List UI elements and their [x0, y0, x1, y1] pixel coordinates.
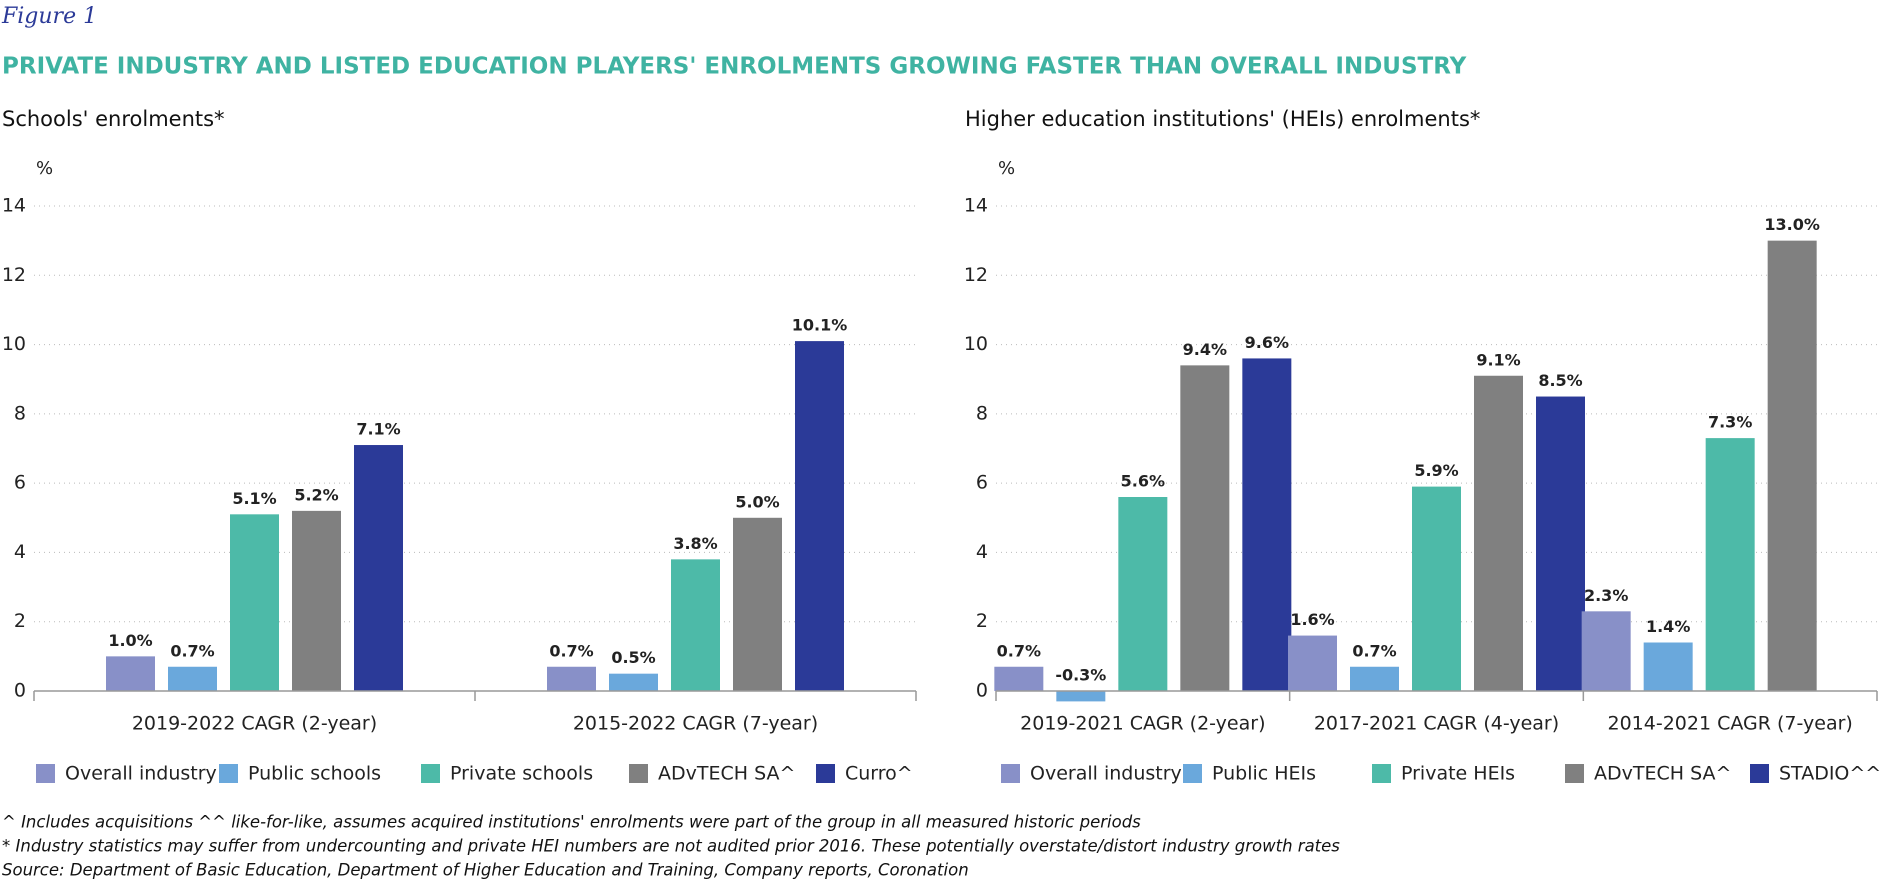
bar [1412, 486, 1461, 691]
legend-swatch [1750, 764, 1769, 783]
data-label: 9.6% [1245, 333, 1289, 352]
y-tick-label: 12 [2, 264, 26, 286]
data-label: 2.3% [1584, 586, 1628, 605]
y-axis-unit: % [36, 158, 53, 179]
y-tick-label: 0 [14, 680, 26, 702]
bar [1536, 396, 1585, 691]
y-tick-label: 12 [964, 264, 988, 286]
y-tick-label: 4 [14, 541, 26, 563]
bar [994, 666, 1044, 691]
bar [733, 517, 782, 691]
data-label: 0.7% [549, 641, 593, 660]
x-tick-label: 2014-2021 CAGR (7-year) [1608, 713, 1853, 735]
data-label: 0.7% [1352, 641, 1396, 660]
legend-swatch [816, 764, 835, 783]
legend-label: ADvTECH SA^ [658, 763, 795, 785]
data-label: 9.1% [1476, 350, 1520, 369]
legend-label: Curro^ [845, 763, 913, 785]
bar [106, 656, 155, 691]
data-label: 1.4% [1646, 617, 1690, 636]
data-label: 0.7% [997, 641, 1041, 660]
bar [230, 514, 279, 691]
data-label: 0.5% [611, 648, 655, 667]
data-label: 7.3% [1708, 413, 1752, 432]
y-tick-label: 14 [2, 195, 26, 217]
legend-swatch [36, 764, 55, 783]
bar [609, 673, 658, 691]
legend-label: Public HEIs [1212, 763, 1316, 785]
y-tick-label: 8 [976, 402, 988, 424]
chart-subtitle: Schools' enrolments* [2, 107, 225, 131]
data-label: 10.1% [792, 316, 848, 335]
data-label: 3.8% [673, 534, 717, 553]
data-label: 1.0% [108, 631, 152, 650]
y-tick-label: 4 [976, 541, 988, 563]
data-label: 8.5% [1538, 371, 1582, 390]
x-tick-label: 2017-2021 CAGR (4-year) [1314, 713, 1559, 735]
bar [547, 666, 596, 691]
x-tick-label: 2019-2021 CAGR (2-year) [1020, 713, 1265, 735]
bar [1350, 666, 1399, 691]
x-tick-label: 2015-2022 CAGR (7-year) [573, 713, 818, 735]
bar [168, 666, 217, 691]
bar [1180, 365, 1230, 691]
data-label: -0.3% [1055, 666, 1106, 685]
data-label: 9.4% [1183, 340, 1227, 359]
bar [1643, 642, 1693, 691]
data-label: 13.0% [1764, 215, 1820, 234]
y-tick-label: 6 [976, 472, 988, 494]
legend-label: ADvTECH SA^ [1594, 763, 1731, 785]
bar [292, 510, 341, 691]
y-tick-label: 8 [14, 402, 26, 424]
bar [1705, 438, 1755, 691]
data-label: 5.9% [1414, 461, 1458, 480]
y-tick-label: 10 [964, 333, 988, 355]
legend-swatch [1001, 764, 1020, 783]
legend-label: STADIO^^ [1779, 763, 1880, 785]
footnote: ^ Includes acquisitions ^^ like-for-like… [2, 813, 1141, 832]
page-title: PRIVATE INDUSTRY AND LISTED EDUCATION PL… [2, 54, 1467, 80]
legend-swatch [629, 764, 648, 783]
footnote: Source: Department of Basic Education, D… [2, 861, 969, 880]
footnote: * Industry statistics may suffer from un… [2, 837, 1340, 856]
legend-swatch [421, 764, 440, 783]
y-tick-label: 2 [14, 610, 26, 632]
data-label: 1.6% [1290, 610, 1334, 629]
y-tick-label: 10 [2, 333, 26, 355]
data-label: 7.1% [356, 420, 400, 439]
bar [1056, 691, 1106, 702]
bar [1118, 497, 1168, 691]
bar [1581, 611, 1631, 691]
bar [1767, 240, 1817, 691]
legend-label: Private HEIs [1401, 763, 1515, 785]
legend-label: Overall industry [65, 763, 217, 785]
legend-swatch [1565, 764, 1584, 783]
data-label: 5.1% [232, 489, 276, 508]
legend-label: Overall industry [1030, 763, 1182, 785]
legend-label: Public schools [248, 763, 381, 785]
x-tick-label: 2019-2022 CAGR (2-year) [132, 713, 377, 735]
bar [671, 559, 720, 691]
y-tick-label: 6 [14, 472, 26, 494]
y-axis-unit: % [998, 158, 1015, 179]
figure-label: Figure 1 [1, 4, 97, 29]
data-label: 5.0% [735, 492, 779, 511]
data-label: 5.2% [294, 485, 338, 504]
bar [354, 445, 403, 691]
data-label: 0.7% [170, 641, 214, 660]
data-label: 5.6% [1121, 472, 1165, 491]
bar [795, 341, 844, 691]
legend-swatch [1183, 764, 1202, 783]
bar [1242, 358, 1292, 691]
legend-label: Private schools [450, 763, 593, 785]
y-tick-label: 14 [964, 195, 988, 217]
chart-subtitle: Higher education institutions' (HEIs) en… [965, 107, 1480, 131]
y-tick-label: 2 [976, 610, 988, 632]
y-tick-label: 0 [976, 680, 988, 702]
legend-swatch [1372, 764, 1391, 783]
legend-swatch [219, 764, 238, 783]
bar [1474, 375, 1523, 691]
bar [1288, 635, 1337, 691]
